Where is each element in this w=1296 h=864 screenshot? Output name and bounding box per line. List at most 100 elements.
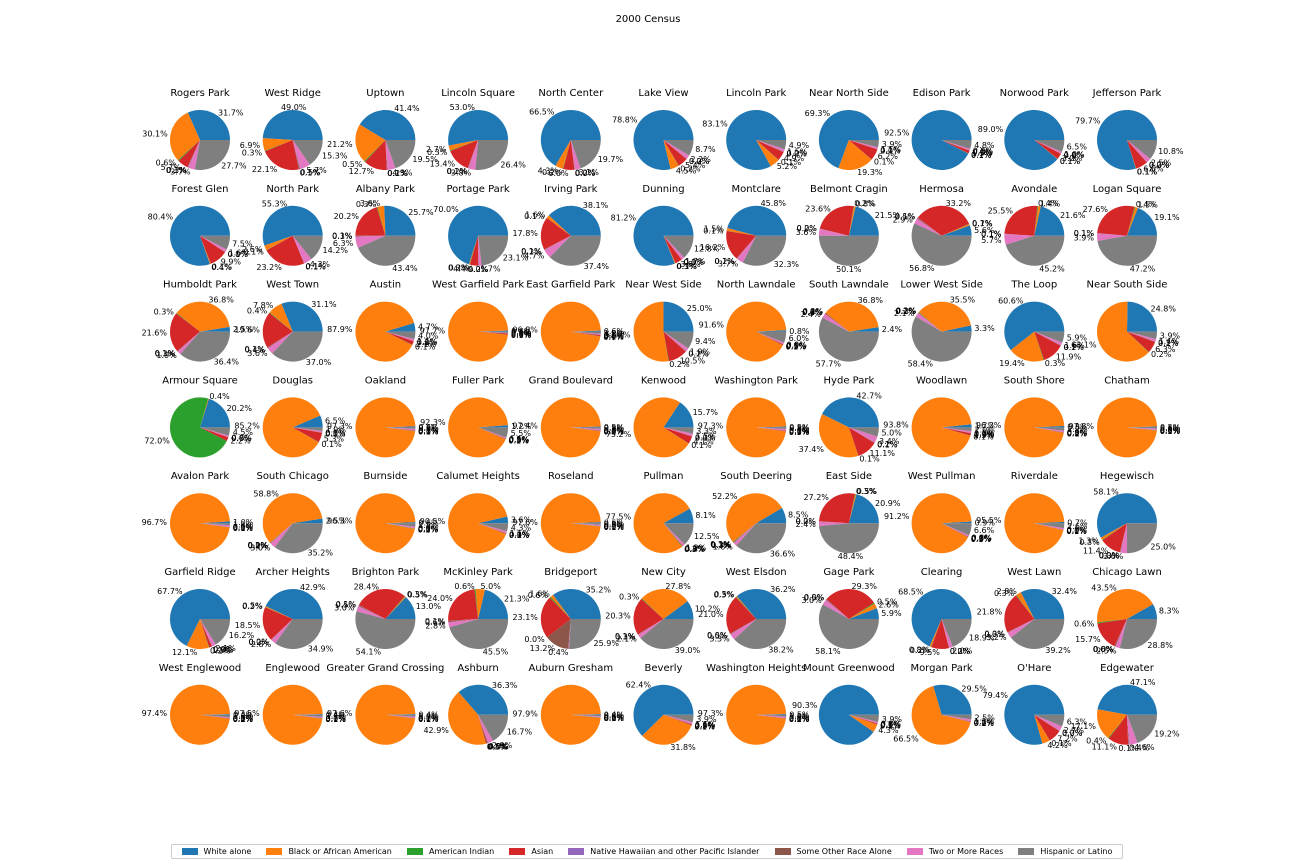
slice-percent-label: 12.7% (349, 167, 375, 176)
slice-percent-label: 52.7% (605, 330, 631, 339)
pie-slice (1004, 595, 1035, 633)
pie-slice (663, 601, 694, 619)
pie-slice (549, 235, 601, 266)
pie-slice (1097, 397, 1157, 458)
pie-slice (756, 507, 787, 524)
pie-slice (941, 424, 972, 428)
slice-percent-label: 97.9% (512, 710, 538, 719)
pie-slice (200, 235, 226, 264)
slice-percent-label: 0.3% (789, 427, 810, 436)
slice-percent-label: 0.1% (688, 350, 709, 359)
pie-slice (726, 230, 757, 236)
pie-slice (469, 235, 479, 265)
slice-percent-label: 66.5% (893, 735, 919, 744)
pie-title: Near South Side (1087, 280, 1168, 291)
slice-percent-label: 0.6% (425, 618, 446, 627)
pie-slice (736, 588, 787, 619)
pie-slice (385, 426, 416, 428)
pie-slice (818, 493, 855, 524)
pie-slice (825, 598, 849, 619)
slice-percent-label: 0.3% (856, 487, 877, 496)
pie-slice (467, 140, 479, 169)
slice-percent-label: 0.1% (306, 262, 327, 271)
pie-slice (355, 493, 416, 554)
slice-percent-label: 0.1% (781, 158, 802, 167)
pie-slice (170, 589, 230, 646)
slice-percent-label: 0.0% (804, 593, 825, 602)
slice-percent-label: 38.2% (768, 646, 794, 655)
pie-slice (756, 140, 779, 167)
pie-slice (177, 331, 200, 355)
slice-percent-label: 0.9% (418, 524, 439, 533)
pie-title: Woodlawn (916, 375, 967, 386)
slice-percent-label: 2.1% (894, 309, 915, 318)
slice-percent-label: 0.1% (415, 342, 436, 351)
slice-percent-label: 0.0% (604, 332, 625, 341)
slice-percent-label: 0.0% (786, 149, 807, 158)
pie-slice (570, 140, 601, 169)
pie-chart: Hegewisch58.1%1.3%0.3%11.4%0.0%0.3%3.6%2… (1078, 471, 1176, 561)
pie-slice (848, 140, 879, 150)
pie-slice (170, 684, 230, 745)
pie-slice (478, 427, 509, 438)
pie-slice (848, 427, 875, 443)
pie-slice (176, 312, 200, 332)
slice-percent-label: 97.8% (1069, 422, 1095, 431)
slice-percent-label: 2.6% (1067, 522, 1088, 531)
pie-slice (918, 312, 942, 332)
pie-slice (478, 714, 509, 741)
slice-percent-label: 0.2% (448, 264, 469, 273)
pie-slice (200, 714, 230, 719)
slice-percent-label: 8.5% (788, 511, 809, 520)
slice-percent-label: 0.1% (233, 524, 254, 533)
pie-slice (756, 331, 784, 345)
slice-percent-label: 36.4% (214, 358, 240, 367)
pie-slice (1034, 714, 1050, 744)
pie-slice (267, 331, 293, 349)
pie-slice (1016, 592, 1035, 619)
slice-percent-label: 3.2% (986, 633, 1007, 642)
slice-percent-label: 15.3% (322, 151, 348, 160)
slice-percent-label: 0.0% (796, 517, 817, 526)
slice-percent-label: 8.7% (695, 145, 716, 154)
pie-title: Archer Heights (256, 567, 330, 578)
pie-title: Lower West Side (900, 280, 983, 291)
slice-percent-label: 0.2% (877, 440, 898, 449)
pie-slice (933, 684, 972, 715)
slice-percent-label: 1.0% (418, 712, 439, 721)
pie-slice (1007, 619, 1035, 633)
pie-slice (544, 235, 571, 251)
pie-slice (663, 427, 693, 437)
pie-slice (570, 330, 601, 332)
pie-chart: Brighton Park13.0%0.5%0.3%28.4%0.1%0.5%3… (334, 567, 441, 657)
pie-slice (1119, 523, 1127, 553)
slice-percent-label: 5.7% (306, 166, 327, 175)
pie-slice (478, 523, 509, 532)
pie-chart: Greater Grand Crossing0.4%97.6%0.1%0.1%0… (326, 663, 444, 745)
pie-slice (1127, 714, 1138, 745)
pie-slice (385, 331, 414, 342)
pie-slice (292, 714, 323, 717)
slice-percent-label: 0.5% (895, 213, 916, 222)
pie-slice (1102, 523, 1127, 541)
slice-percent-label: 2.1% (416, 340, 437, 349)
pie-title: Burnside (363, 471, 407, 482)
slice-percent-label: 0.0% (213, 645, 234, 654)
pie-slice (385, 140, 416, 169)
slice-percent-label: 4.9% (784, 154, 805, 163)
slice-percent-label: 6.6% (974, 526, 995, 535)
pie-slice (570, 714, 601, 718)
pie-slice (292, 714, 323, 719)
pie-slice (570, 714, 601, 717)
slice-percent-label: 0.3% (1079, 538, 1100, 547)
pie-slice (1127, 427, 1157, 431)
pie-title: Portage Park (446, 184, 509, 195)
pie-slice (941, 714, 971, 723)
slice-percent-label: 0.2% (974, 719, 995, 728)
slice-percent-label: 0.5% (604, 423, 625, 432)
pie-slice (824, 313, 849, 332)
slice-percent-label: 0.0% (695, 721, 716, 730)
pie-slice (1010, 619, 1065, 649)
slice-percent-label: 0.1% (300, 168, 321, 177)
slice-percent-label: 27.8% (665, 582, 691, 591)
